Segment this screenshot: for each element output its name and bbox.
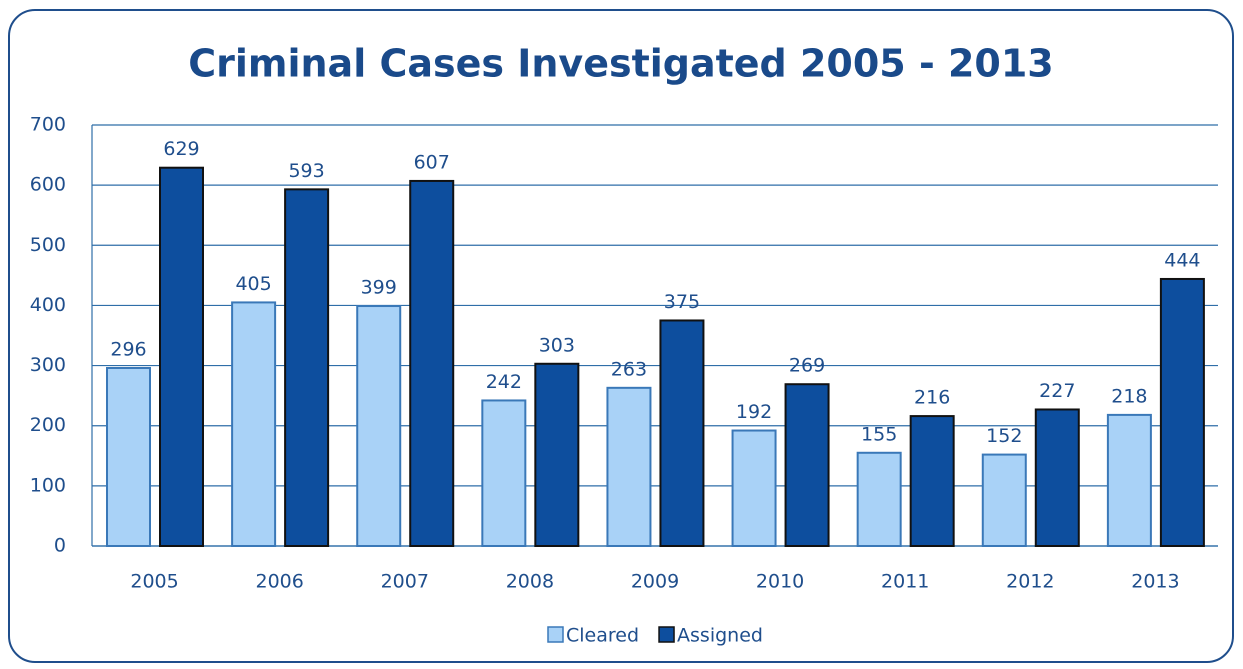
bar [856,451,902,547]
bar [1034,408,1080,547]
data-label: 444 [1164,249,1200,271]
data-label: 218 [1111,385,1147,407]
bar [159,166,204,548]
data-label: 192 [736,401,772,423]
data-label: 405 [235,273,271,295]
bar [409,179,455,547]
bar [1106,413,1152,548]
data-label: 375 [664,291,700,313]
data-label: 269 [789,355,825,377]
data-label: 155 [861,423,897,445]
y-tick-label: 600 [30,174,66,196]
legend-swatch [658,626,675,643]
x-tick-label: 2005 [130,571,178,593]
bar [534,362,580,548]
x-tick-label: 2010 [756,571,804,593]
y-tick-label: 700 [30,114,66,136]
bar [1159,277,1205,547]
x-tick-label: 2006 [255,571,303,593]
x-tick-label: 2007 [381,571,429,593]
data-label: 152 [986,425,1022,447]
y-tick-label: 200 [30,414,66,436]
bar [659,319,705,548]
x-tick-label: 2012 [1006,571,1054,593]
bar [909,415,955,547]
data-label: 593 [288,160,324,182]
data-label: 242 [486,371,522,393]
bar [731,429,777,548]
y-tick-label: 500 [30,234,66,256]
bar [784,383,830,548]
data-label: 629 [163,138,199,160]
legend-label: Cleared [566,625,639,647]
data-label: 303 [539,334,575,356]
chart-title: Criminal Cases Investigated 2005 - 2013 [188,42,1054,86]
data-label: 399 [361,277,397,299]
bar [481,399,527,547]
y-tick-label: 300 [30,354,66,376]
legend-swatch [547,626,564,643]
data-label: 263 [611,358,647,380]
bar [606,386,652,547]
data-label: 296 [110,338,146,360]
data-label: 227 [1039,380,1075,402]
bar [106,366,151,547]
x-tick-label: 2008 [506,571,554,593]
bar [231,301,277,547]
legend-label: Assigned [677,625,763,647]
data-label: 216 [914,387,950,409]
x-tick-label: 2013 [1131,571,1179,593]
x-tick-label: 2009 [631,571,679,593]
x-tick-label: 2011 [881,571,929,593]
data-label: 607 [414,151,450,173]
y-tick-label: 400 [30,294,66,316]
bar [284,188,330,548]
y-tick-label: 0 [54,535,66,557]
bar [981,453,1027,547]
bar [356,305,402,547]
y-tick-label: 100 [30,474,66,496]
